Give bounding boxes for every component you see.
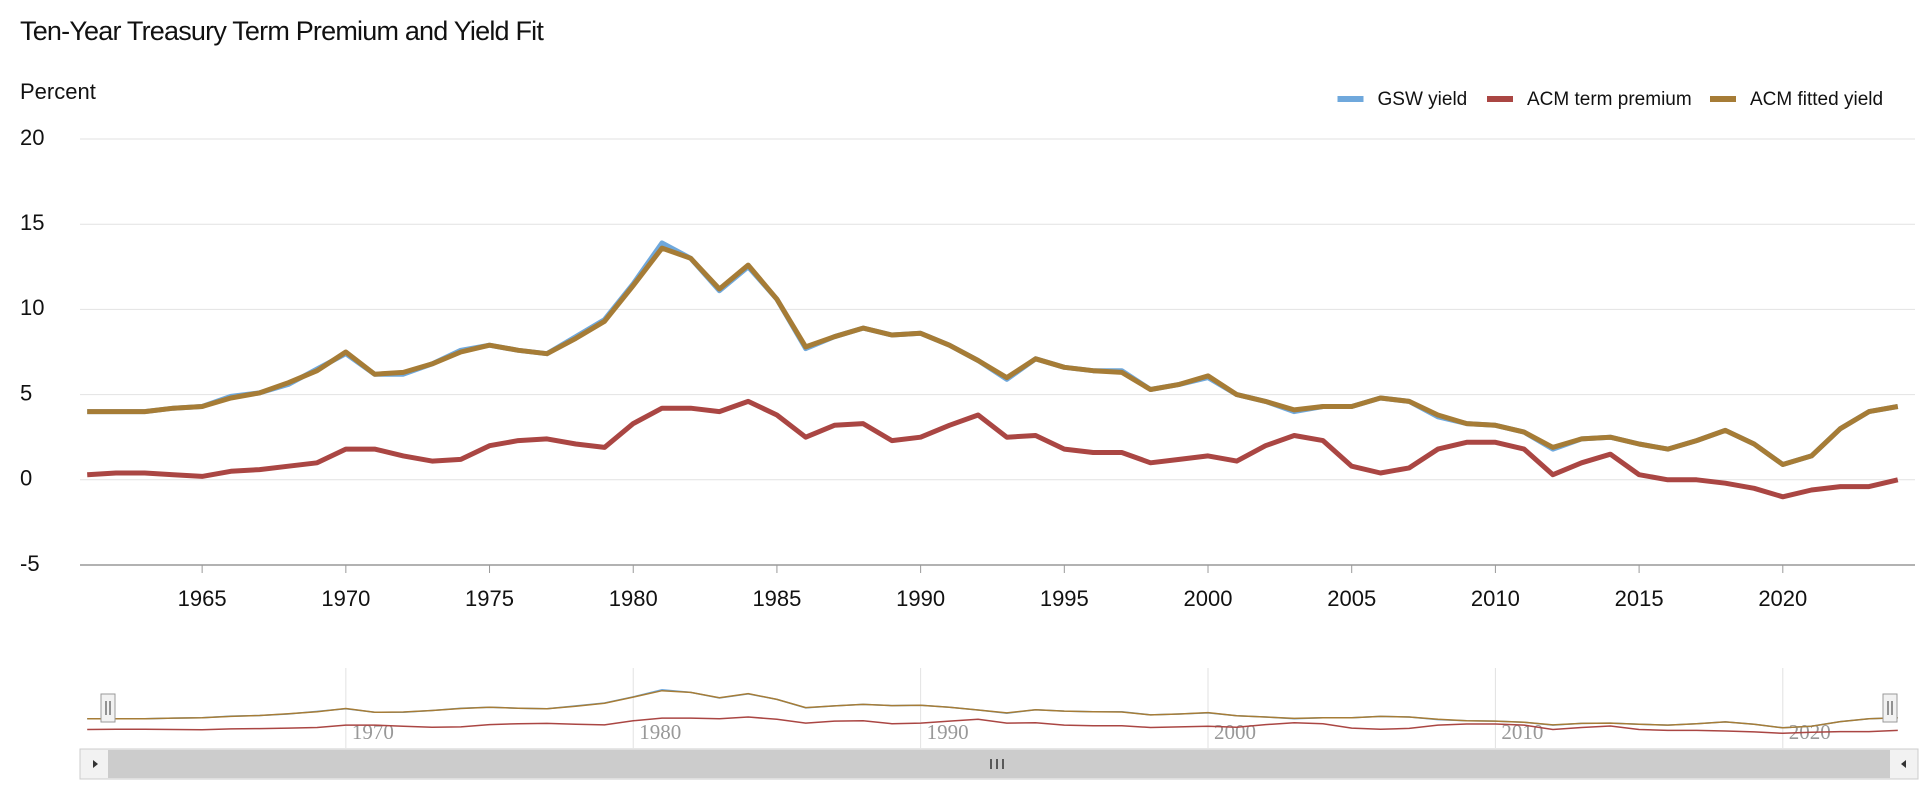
scrollbar-grip	[990, 759, 1004, 769]
x-tick-label: 2000	[1184, 586, 1233, 611]
x-tick-label: 2010	[1471, 586, 1520, 611]
y-axis-label: Percent	[20, 79, 96, 104]
y-tick-label: -5	[20, 551, 40, 576]
x-tick-label: 1980	[609, 586, 658, 611]
navigator-handle-right[interactable]	[1882, 693, 1898, 723]
y-tick-label: 5	[20, 380, 32, 405]
chart-title: Ten-Year Treasury Term Premium and Yield…	[20, 16, 544, 46]
handle-grip	[105, 701, 111, 715]
legend-label: ACM fitted yield	[1750, 89, 1883, 110]
x-tick-label: 2020	[1758, 586, 1807, 611]
y-tick-label: 0	[20, 466, 32, 491]
series-line	[87, 398, 1899, 500]
scroll-right-arrow[interactable]	[1901, 760, 1906, 768]
series-line	[87, 240, 1899, 467]
x-tick-label: 1985	[752, 586, 801, 611]
handle-grip	[1887, 701, 1893, 715]
navigator-line	[87, 716, 1898, 735]
y-tick-label: 20	[20, 125, 44, 150]
navigator-line	[87, 689, 1898, 729]
navigator-handle-left[interactable]	[100, 693, 116, 723]
x-tick-label: 2005	[1327, 586, 1376, 611]
x-tick-label: 1975	[465, 586, 514, 611]
navigator-background	[80, 668, 1915, 748]
x-tick-label: 1970	[321, 586, 370, 611]
x-tick-label: 1965	[178, 586, 227, 611]
series-line	[87, 245, 1899, 467]
x-tick-label: 1995	[1040, 586, 1089, 611]
y-tick-label: 10	[20, 295, 44, 320]
navigator-tick-label: 1980	[639, 720, 681, 744]
x-tick-label: 2015	[1615, 586, 1664, 611]
navigator-tick-label: 2000	[1214, 720, 1256, 744]
scroll-left-arrow[interactable]	[93, 760, 98, 768]
y-tick-label: 15	[20, 210, 44, 235]
navigator-tick-label: 1970	[352, 720, 394, 744]
legend-label: ACM term premium	[1527, 89, 1692, 110]
scrollbar-thumb[interactable]	[108, 750, 1890, 778]
navigator-tick-label: 1990	[927, 720, 969, 744]
legend-label: GSW yield	[1378, 89, 1468, 110]
x-tick-label: 1990	[896, 586, 945, 611]
